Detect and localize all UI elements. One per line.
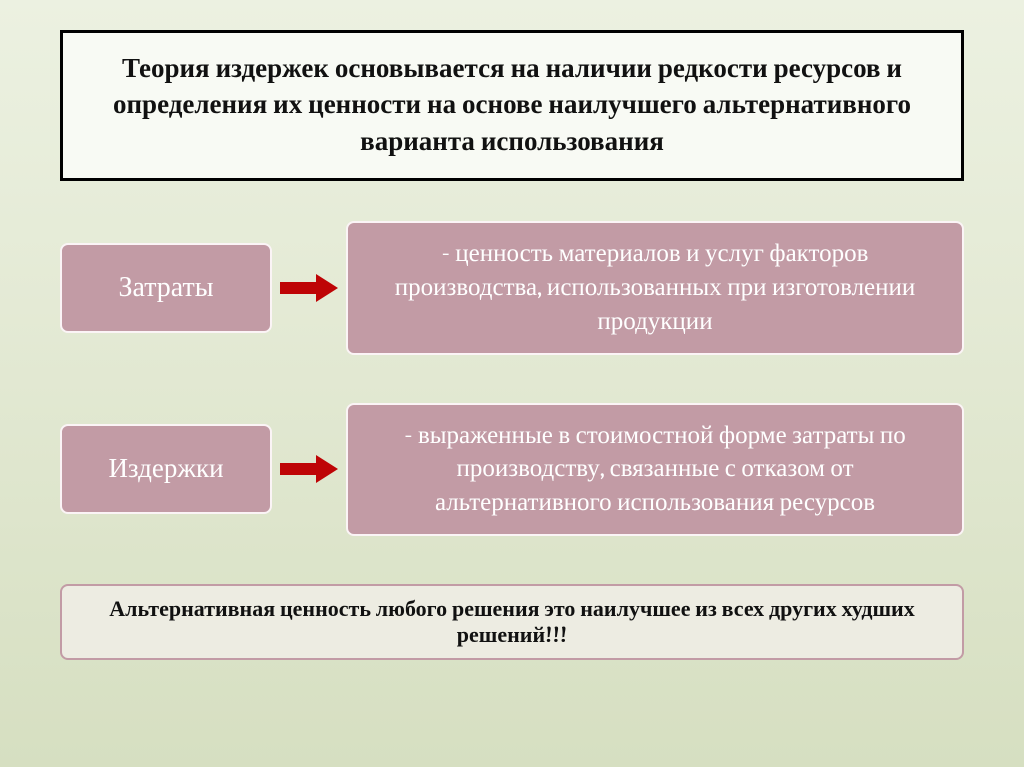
row-1: Затраты - ценность материалов и услуг фа…	[60, 221, 964, 354]
arrow-2-wrap	[280, 455, 338, 483]
desc-box-1: - ценность материалов и услуг факторов п…	[346, 221, 964, 354]
title-box: Теория издержек основывается на наличии …	[60, 30, 964, 181]
arrow-1-wrap	[280, 274, 338, 302]
term-box-2: Издержки	[60, 424, 272, 514]
row-2: Издержки - выраженные в стоимостной форм…	[60, 403, 964, 536]
term-box-1: Затраты	[60, 243, 272, 333]
desc-box-2: - выраженные в стоимостной форме затраты…	[346, 403, 964, 536]
arrow-right-icon	[280, 455, 338, 483]
arrow-right-icon	[280, 274, 338, 302]
footer-box: Альтернативная ценность любого решения э…	[60, 584, 964, 660]
